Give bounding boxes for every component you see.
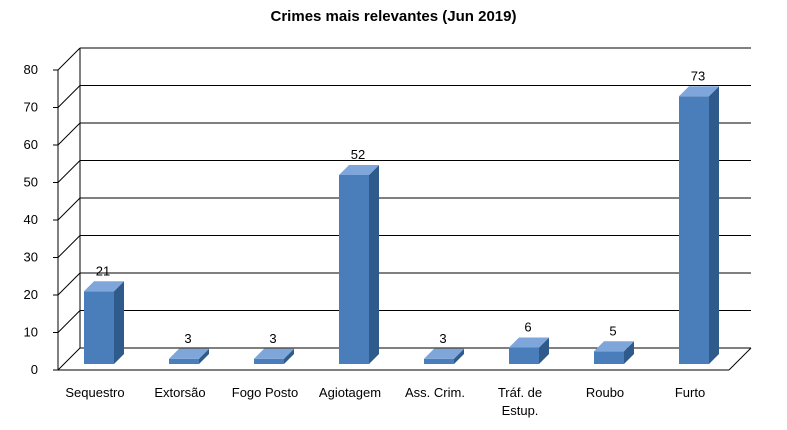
bar-side-4 (454, 348, 464, 364)
bar-top-1 (169, 348, 209, 359)
gridline-slant-20 (57, 272, 81, 296)
y-tick-label-30: 30 (24, 250, 38, 265)
y-tick-label-70: 70 (24, 100, 38, 115)
category-label-7-0: Furto (675, 385, 705, 400)
gridline-slant-60 (57, 122, 81, 146)
gridline-slant-10 (57, 310, 81, 333)
data-label-5: 6 (524, 320, 531, 335)
bar-top-0 (84, 281, 124, 292)
bar-front-5 (509, 347, 539, 364)
bar-front-1 (169, 358, 199, 364)
labels: 21 Sequestro 3 Extorsão 3 Fogo Posto 52 Agiotag… (65, 68, 705, 418)
bar-side-0 (114, 281, 124, 364)
bar-side-6 (624, 341, 634, 364)
bar-top-2 (254, 348, 294, 359)
gridline-slant-30 (57, 235, 81, 258)
bar-top-7 (679, 86, 719, 97)
y-tick-label-60: 60 (24, 137, 38, 152)
category-label-3-0: Agiotagem (319, 385, 381, 400)
bar-front-6 (594, 351, 624, 364)
bar-top-4 (424, 348, 464, 359)
gridline-slant-80 (57, 47, 81, 71)
category-label-6-0: Roubo (586, 385, 624, 400)
bar-side-3 (369, 165, 379, 364)
data-label-7: 73 (691, 68, 705, 83)
bar-front-4 (424, 358, 454, 364)
category-label-1-0: Extorsão (154, 385, 205, 400)
data-label-4: 3 (439, 331, 446, 346)
bar-top-5 (509, 337, 549, 348)
gridlines (57, 47, 751, 371)
gridline-slant-70 (57, 85, 81, 108)
floor-right-edge (728, 347, 752, 371)
gridline-slant-50 (57, 160, 81, 183)
y-tick-label-80: 80 (24, 62, 38, 77)
data-label-6: 5 (609, 323, 616, 338)
bars (84, 86, 719, 364)
y-tick-label-10: 10 (24, 325, 38, 340)
y-tick-label-0: 0 (31, 362, 38, 377)
bar-front-2 (254, 358, 284, 364)
category-label-2-0: Fogo Posto (232, 385, 299, 400)
gridline-slant-40 (57, 197, 81, 221)
y-tick-label-40: 40 (24, 212, 38, 227)
chart-title: Crimes mais relevantes (Jun 2019) (270, 8, 517, 25)
bar-side-1 (199, 348, 209, 364)
bar-front-3 (339, 175, 369, 364)
category-label-5-1: Estup. (502, 403, 539, 418)
data-label-3: 52 (351, 147, 365, 162)
y-tick-label-50: 50 (24, 175, 38, 190)
bar-side-2 (284, 348, 294, 364)
category-label-0-0: Sequestro (65, 385, 124, 400)
axes: 0 10 20 30 40 50 60 70 80 (24, 48, 752, 377)
bar-side-7 (709, 86, 719, 364)
bar-top-6 (594, 341, 634, 352)
category-label-5-0: Tráf. de (498, 385, 542, 400)
data-label-2: 3 (269, 331, 276, 346)
y-tick-label-20: 20 (24, 287, 38, 302)
data-label-1: 3 (184, 331, 191, 346)
bar-front-0 (84, 291, 114, 364)
gridline-slant-0 (57, 347, 81, 371)
bar-front-7 (679, 96, 709, 364)
data-label-0: 21 (96, 263, 110, 278)
category-label-4-0: Ass. Crim. (405, 385, 465, 400)
bar-top-3 (339, 165, 379, 175)
bar-side-5 (539, 337, 549, 364)
